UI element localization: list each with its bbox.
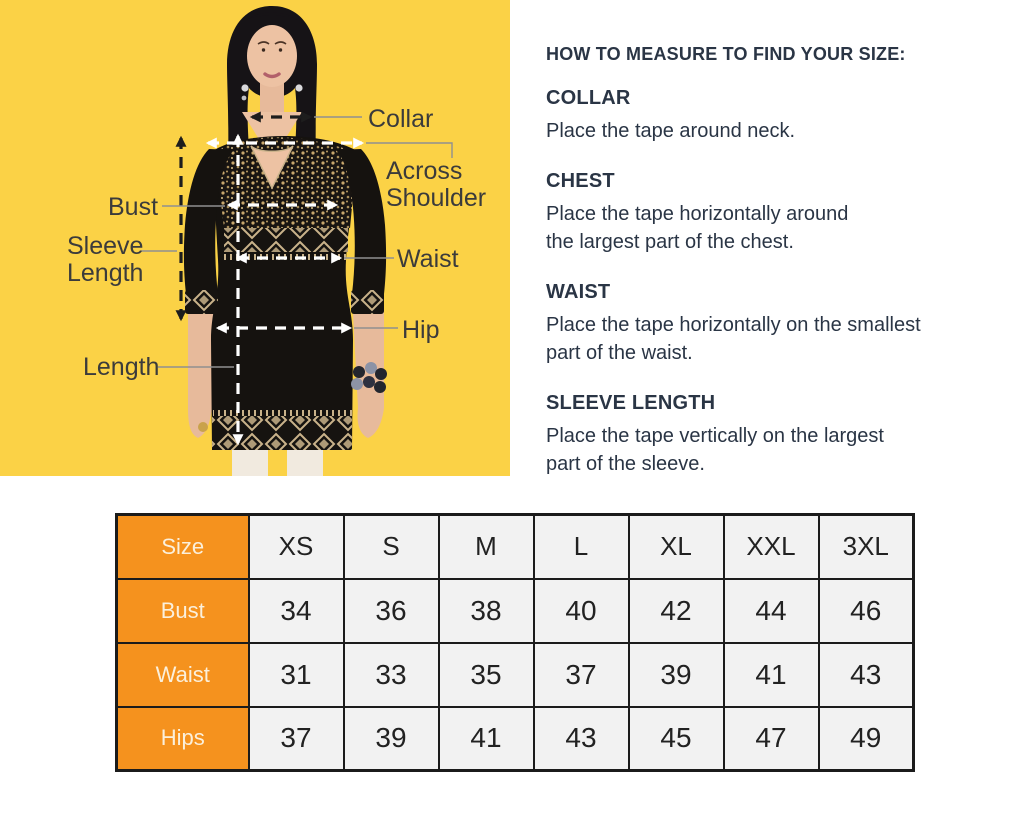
hips-value: 47 bbox=[722, 705, 820, 772]
row-header-hips: Hips bbox=[115, 705, 250, 772]
figure-label-waist: Waist bbox=[397, 245, 459, 273]
instruction-body: Place the tape around neck. bbox=[546, 120, 796, 142]
bust-value: 42 bbox=[627, 577, 725, 644]
bust-value: 34 bbox=[247, 577, 345, 644]
bracelet bbox=[351, 362, 387, 393]
bust-value: 40 bbox=[532, 577, 630, 644]
instruction-body: Place the tape vertically on the largest… bbox=[546, 425, 884, 475]
instruction-body: Place the tape horizontally around the l… bbox=[546, 203, 849, 253]
size-cell-m: M bbox=[437, 513, 535, 580]
label-connectors bbox=[141, 116, 453, 368]
bust-value: 46 bbox=[817, 577, 915, 644]
table-row-size: Size XS S M L XL XXL 3XL bbox=[115, 513, 915, 580]
table-row-hips: Hips 37 39 41 43 45 47 49 bbox=[115, 705, 915, 772]
hips-value: 45 bbox=[627, 705, 725, 772]
instruction-title: COLLAR bbox=[546, 87, 631, 109]
figure-label-hip: Hip bbox=[402, 316, 440, 344]
row-header-waist: Waist bbox=[115, 641, 250, 708]
instruction-section-collar: COLLAR Place the tape around neck. bbox=[546, 87, 982, 145]
row-header-size: Size bbox=[115, 513, 250, 580]
size-cell-xl: XL bbox=[627, 513, 725, 580]
figure-label-bust: Bust bbox=[108, 193, 158, 221]
figure-labels: Collar Across Shoulder Bust Sleeve Lengt… bbox=[67, 105, 486, 381]
hips-value: 43 bbox=[532, 705, 630, 772]
waist-value: 33 bbox=[342, 641, 440, 708]
figure-label-across-shoulder-2: Shoulder bbox=[386, 184, 486, 212]
figure-label-across-shoulder-1: Across bbox=[386, 157, 462, 185]
table-row-bust: Bust 34 36 38 40 42 44 46 bbox=[115, 577, 915, 644]
size-chart-table: Size XS S M L XL XXL 3XL Bust 34 36 38 4… bbox=[115, 513, 915, 772]
figure-label-collar: Collar bbox=[368, 105, 433, 133]
figure-label-sleeve-length-1: Sleeve bbox=[67, 232, 143, 260]
waist-value: 35 bbox=[437, 641, 535, 708]
waist-value: 37 bbox=[532, 641, 630, 708]
row-header-bust: Bust bbox=[115, 577, 250, 644]
size-cell-xs: XS bbox=[247, 513, 345, 580]
waist-value: 39 bbox=[627, 641, 725, 708]
waist-value: 31 bbox=[247, 641, 345, 708]
hips-value: 49 bbox=[817, 705, 915, 772]
measurement-instructions: HOW TO MEASURE TO FIND YOUR SIZE: COLLAR… bbox=[546, 44, 982, 503]
figure-label-sleeve-length-2: Length bbox=[67, 259, 143, 287]
model-illustration bbox=[183, 6, 387, 476]
size-cell-l: L bbox=[532, 513, 630, 580]
instruction-title: SLEEVE LENGTH bbox=[546, 392, 716, 414]
measurement-figure: Collar Across Shoulder Bust Sleeve Lengt… bbox=[0, 0, 510, 476]
instructions-heading: HOW TO MEASURE TO FIND YOUR SIZE: bbox=[546, 44, 906, 64]
instruction-section-chest: CHEST Place the tape horizontally around… bbox=[546, 170, 982, 256]
bust-value: 36 bbox=[342, 577, 440, 644]
table-row-waist: Waist 31 33 35 37 39 41 43 bbox=[115, 641, 915, 708]
instruction-body: Place the tape horizontally on the small… bbox=[546, 314, 921, 364]
hips-value: 37 bbox=[247, 705, 345, 772]
waist-value: 41 bbox=[722, 641, 820, 708]
figure-label-length: Length bbox=[83, 353, 159, 381]
measurement-lines bbox=[175, 111, 365, 446]
size-cell-3xl: 3XL bbox=[817, 513, 915, 580]
size-cell-xxl: XXL bbox=[722, 513, 820, 580]
size-cell-s: S bbox=[342, 513, 440, 580]
ring bbox=[198, 422, 208, 432]
waist-value: 43 bbox=[817, 641, 915, 708]
hips-value: 39 bbox=[342, 705, 440, 772]
instruction-title: CHEST bbox=[546, 170, 615, 192]
instruction-section-waist: WAIST Place the tape horizontally on the… bbox=[546, 281, 982, 367]
hips-value: 41 bbox=[437, 705, 535, 772]
instruction-title: WAIST bbox=[546, 281, 611, 303]
bust-value: 44 bbox=[722, 577, 820, 644]
bust-value: 38 bbox=[437, 577, 535, 644]
instruction-section-sleeve-length: SLEEVE LENGTH Place the tape vertically … bbox=[546, 392, 982, 478]
measurement-figure-panel: Collar Across Shoulder Bust Sleeve Lengt… bbox=[0, 0, 510, 480]
